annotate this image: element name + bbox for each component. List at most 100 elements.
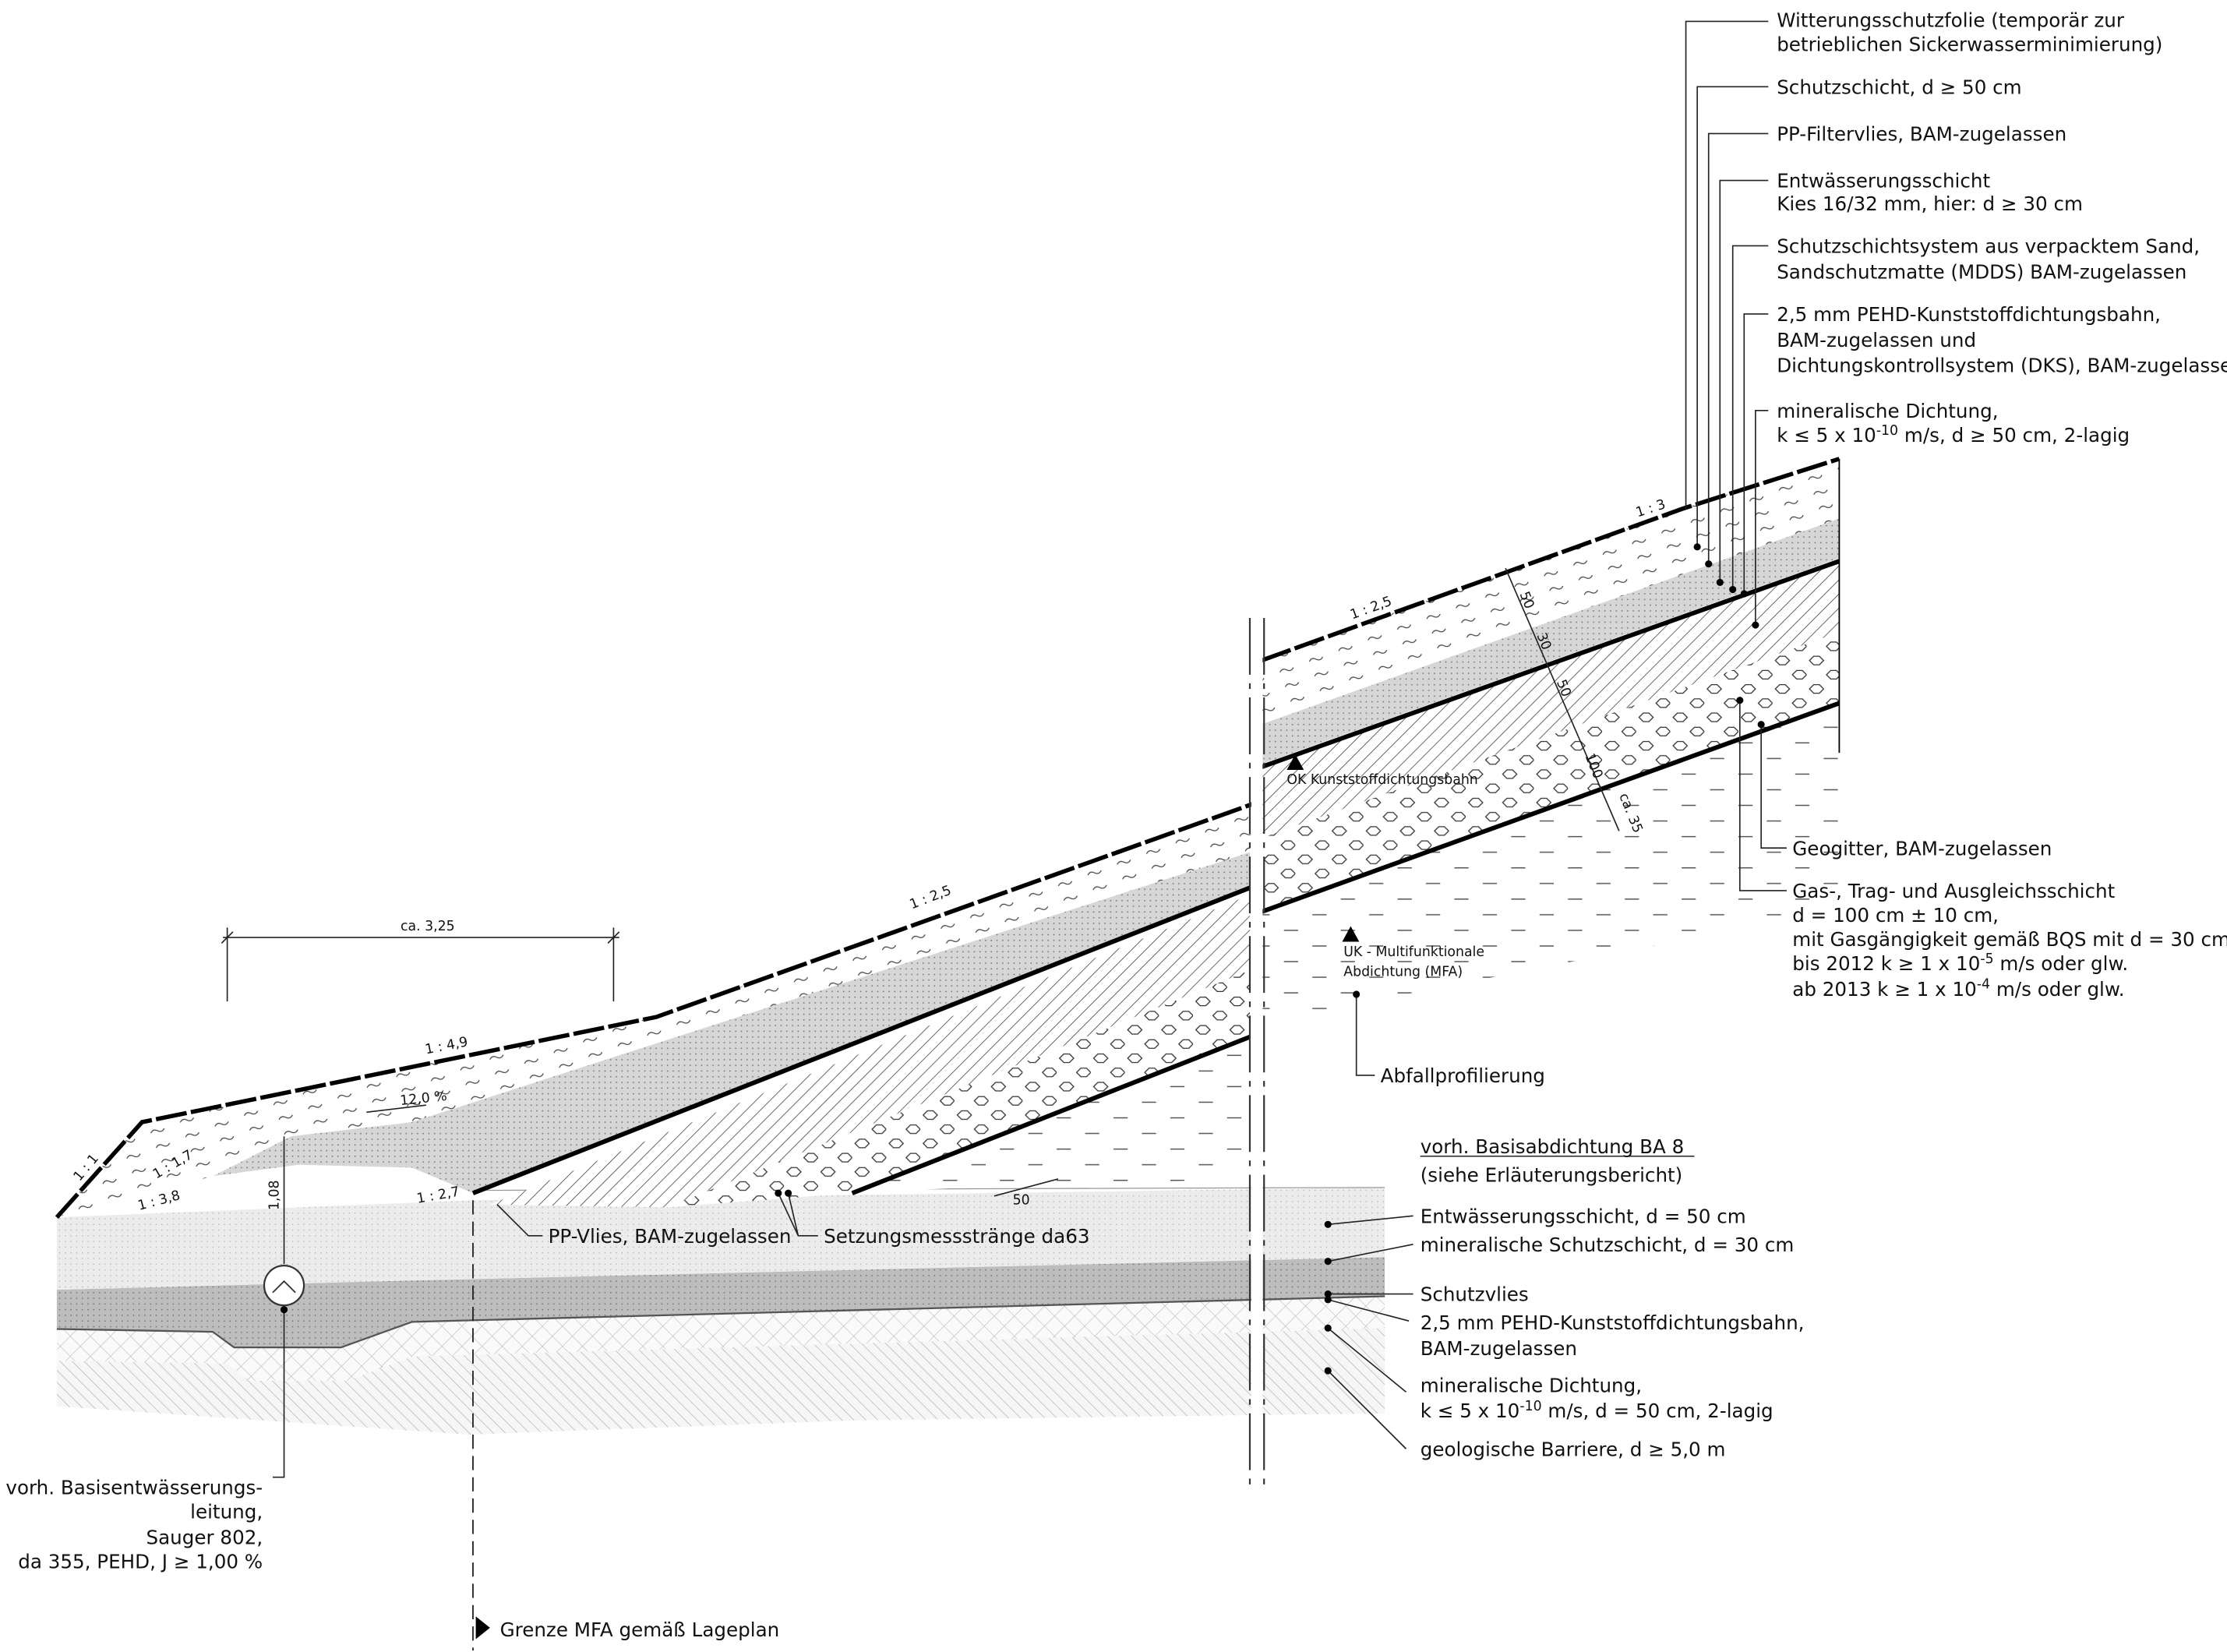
text-part: k ≤ 5 x 10 xyxy=(1777,424,1876,447)
dimension-label: 50 xyxy=(1013,1193,1030,1209)
marker-label: OK Kunststoffdichtungsbahn xyxy=(1286,772,1477,788)
label: d = 100 cm ± 10 cm, xyxy=(1792,904,1999,927)
heading: vorh. Basisabdichtung BA 8 xyxy=(1421,1135,1685,1158)
leader xyxy=(1755,410,1769,626)
protection-left xyxy=(56,803,1253,1218)
label: ab 2013 k ≥ 1 x 10-4 m/s oder glw. xyxy=(1792,977,2124,1001)
label: Abfallprofilierung xyxy=(1381,1064,1545,1087)
mineral-seal-right xyxy=(1261,561,1840,838)
text-part: m/s oder glw. xyxy=(1994,952,2129,975)
dim-tick xyxy=(221,931,234,944)
drainage-right xyxy=(1261,518,1840,764)
uk-triangle xyxy=(1342,926,1360,942)
geogrid-left xyxy=(851,1034,1251,1195)
label: 2,5 mm PEHD-Kunststoffdichtungsbahn, xyxy=(1421,1311,1805,1334)
leader xyxy=(1328,1299,1410,1322)
label: BAM-zugelassen und xyxy=(1777,329,1976,351)
leader xyxy=(1738,700,1787,891)
label: da 355, PEHD, J ≥ 1,00 % xyxy=(18,1550,263,1573)
leader-dot xyxy=(775,1189,782,1197)
label: mineralische Schutzschicht, d = 30 cm xyxy=(1421,1234,1795,1256)
gas-layer-right xyxy=(1261,632,1840,912)
mineral-seal-base xyxy=(56,1295,1385,1381)
dim-tick xyxy=(607,931,620,944)
leaders-top xyxy=(1353,20,1787,1076)
leader xyxy=(272,1309,285,1478)
heading: (siehe Erläuterungsbericht) xyxy=(1421,1164,1683,1187)
leader-dot xyxy=(1324,1258,1332,1265)
text-part: m/s oder glw. xyxy=(1990,978,2125,1001)
label: leitung, xyxy=(190,1501,263,1523)
label: betrieblichen Sickerwasserminimierung) xyxy=(1777,34,2162,56)
leader-dot xyxy=(1324,1290,1332,1298)
leader-dot xyxy=(1740,590,1748,598)
label: Dichtungskontrollsystem (DKS), BAM-zugel… xyxy=(1777,355,2227,377)
label: Gas-, Trag- und Ausgleichsschicht xyxy=(1792,880,2115,902)
leader xyxy=(1355,994,1375,1076)
label: Sandschutzmatte (MDDS) BAM-zugelassen xyxy=(1777,260,2186,283)
surface-left xyxy=(55,802,1254,1219)
ok-triangle xyxy=(1286,754,1304,771)
superscript: -5 xyxy=(1980,951,1993,967)
leader xyxy=(778,1192,818,1237)
dimension-label: 1,08 xyxy=(266,1181,282,1211)
waste-right xyxy=(1261,703,1840,1023)
leader xyxy=(1760,724,1787,849)
geogrid-right xyxy=(1260,701,1841,915)
leader xyxy=(1327,1370,1407,1449)
label: k ≤ 5 x 10-10 m/s, d ≥ 50 cm, 2-lagig xyxy=(1777,423,2130,447)
label: Witterungsschutzfolie (temporär zur xyxy=(1777,9,2125,32)
dimension-label: ca. 3,25 xyxy=(401,919,455,934)
label: PP-Filtervlies, BAM-zugelassen xyxy=(1777,123,2066,146)
pehd-left xyxy=(471,885,1251,1195)
leader xyxy=(1731,245,1769,590)
mineral-seal-left xyxy=(489,895,1250,1208)
marker-label: UK - Multifunktionale xyxy=(1343,944,1484,960)
text-part: ab 2013 k ≥ 1 x 10 xyxy=(1792,978,1977,1001)
superscript: -10 xyxy=(1519,1399,1541,1414)
leader-dot xyxy=(1693,543,1701,551)
label: 2,5 mm PEHD-Kunststoffdichtungsbahn, xyxy=(1777,303,2161,326)
label: Schutzschichtsystem aus verpacktem Sand, xyxy=(1777,235,2200,258)
break-gap xyxy=(1251,617,1263,1484)
leader-dot xyxy=(1324,1367,1332,1375)
leader-dot xyxy=(1752,621,1759,629)
leader-dot xyxy=(1729,585,1737,594)
label: Geogitter, BAM-zugelassen xyxy=(1792,837,2052,860)
leader-dot xyxy=(280,1306,288,1314)
surface-right xyxy=(1260,457,1841,663)
label: Schutzschicht, d ≥ 50 cm xyxy=(1777,76,2021,98)
leaders-base xyxy=(1324,1156,1695,1449)
leader xyxy=(1707,132,1769,564)
geological-barrier xyxy=(56,1328,1385,1435)
leader xyxy=(1685,20,1769,509)
dimensions xyxy=(221,567,1620,1265)
leader xyxy=(1696,86,1769,547)
label: k ≤ 5 x 10-10 m/s, d = 50 cm, 2-lagig xyxy=(1421,1399,1773,1422)
drainage-base xyxy=(56,1187,1385,1290)
label: Entwässerungsschicht, d = 50 cm xyxy=(1421,1205,1746,1227)
leader xyxy=(1327,1327,1406,1393)
dim-line xyxy=(366,1104,426,1114)
leader-dot xyxy=(1757,721,1765,729)
slope-label: 1 : 2,5 xyxy=(908,883,954,913)
protective-base xyxy=(56,1257,1385,1347)
label: Grenze MFA gemäß Lageplan xyxy=(500,1618,780,1641)
text-part: k ≤ 5 x 10 xyxy=(1421,1400,1520,1422)
label: BAM-zugelassen xyxy=(1421,1337,1577,1360)
label: mit Gasgängigkeit gemäß BQS mit d = 30 c… xyxy=(1792,928,2227,951)
label: vorh. Basisentwässerungs- xyxy=(5,1477,263,1499)
leader-dot xyxy=(1705,560,1713,568)
label: Setzungsmessstränge da63 xyxy=(824,1225,1089,1248)
label: geologische Barriere, d ≥ 5,0 m xyxy=(1421,1438,1726,1460)
drain-pipe xyxy=(263,1265,305,1307)
label: mineralische Dichtung, xyxy=(1777,400,1998,422)
label: Sauger 802, xyxy=(146,1526,263,1548)
label: Kies 16/32 mm, hier: d ≥ 30 cm xyxy=(1777,192,2083,215)
leader xyxy=(1328,1243,1413,1262)
leader xyxy=(1328,1215,1413,1226)
leader-dot xyxy=(1716,578,1724,586)
superscript: -4 xyxy=(1977,977,1990,993)
